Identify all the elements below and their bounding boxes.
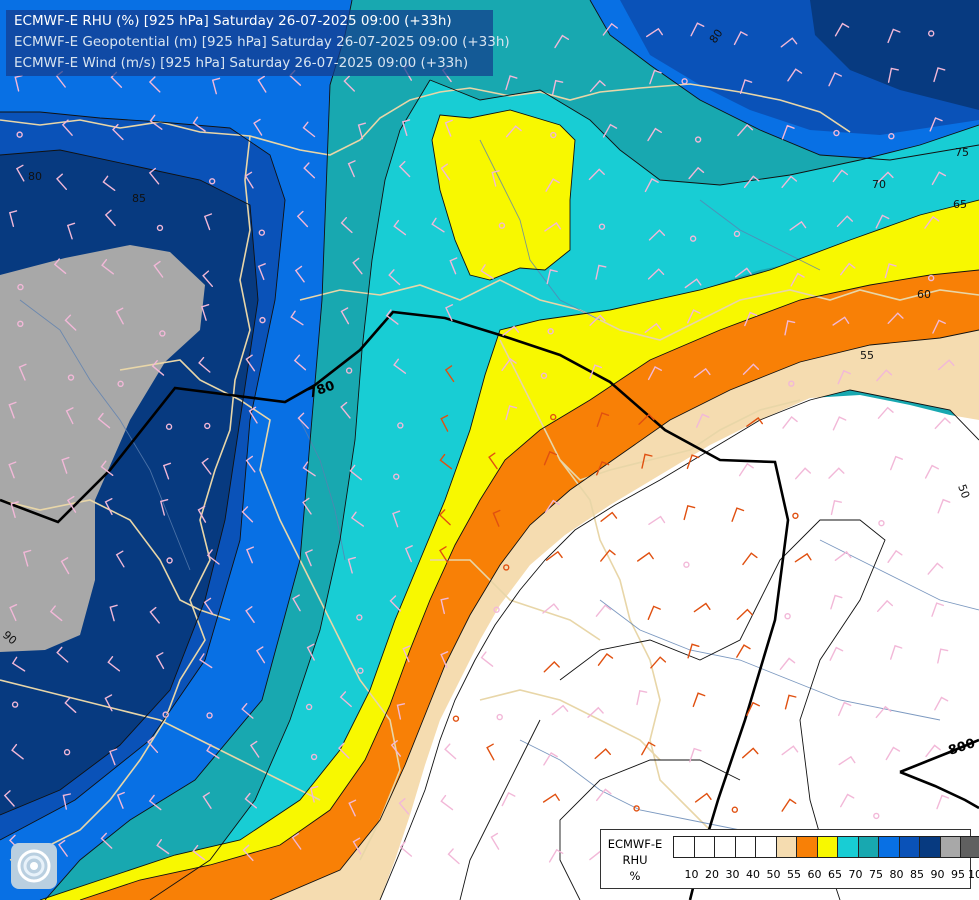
legend-swatch [755, 836, 777, 858]
legend-variable: RHU [622, 853, 648, 867]
humidity-label-65: 65 [953, 198, 967, 211]
humidity-label-75: 75 [955, 146, 969, 159]
legend-swatch [939, 836, 961, 858]
legend-tick-label: 55 [787, 868, 801, 881]
legend-swatch [714, 836, 736, 858]
humidity-label-50: 50 [955, 483, 972, 501]
humidity-label-70: 70 [872, 178, 886, 191]
rhu-legend: ECMWF-E RHU % 10 20 30 40 50 55 60 65 70 75 80 85 90… [600, 829, 979, 889]
legend-tick-label: 70 [848, 868, 863, 881]
legend-swatch [673, 836, 695, 858]
legend-tick-label: 40 [746, 868, 760, 881]
title-rhu: ECMWF-E RHU (%) [925 hPa] Saturday 26-07… [14, 13, 452, 29]
legend-swatch [857, 836, 879, 858]
band-55 [270, 330, 979, 900]
legend-color-bar [673, 836, 979, 858]
title-wind: ECMWF-E Wind (m/s) [925 hPa] Saturday 26… [14, 55, 469, 71]
legend-tick-label: 50 [766, 868, 781, 881]
band-90-ne [810, 0, 979, 110]
legend-swatch [796, 836, 818, 858]
legend-tick-label: 95 [951, 868, 965, 881]
title-geopotential: ECMWF-E Geopotential (m) [925 hPa] Satur… [14, 34, 510, 50]
humidity-label-80-west: 80 [28, 170, 42, 183]
legend-tick-label: 60 [807, 868, 822, 881]
legend-title: ECMWF-E RHU % [601, 836, 669, 884]
legend-swatch [960, 836, 979, 858]
legend-tick-label: 10 [684, 868, 699, 881]
band-70 [150, 80, 979, 900]
band-60 [80, 270, 979, 900]
humidity-label-55: 55 [860, 349, 874, 362]
band-95-west [0, 245, 205, 652]
geopotential-contours [0, 310, 979, 900]
legend-model: ECMWF-E [607, 837, 663, 851]
humidity-label-60: 60 [917, 288, 931, 301]
legend-tick-label: 100 [968, 868, 979, 881]
band-65 [40, 200, 979, 900]
legend-unit: % [629, 869, 641, 883]
contour-labels: 80 85 75 70 65 60 55 50 90 80 780 800 [0, 27, 977, 759]
wind-barbs-layer [3, 22, 955, 865]
legend-tick-label: 80 [889, 868, 904, 881]
legend-swatch [919, 836, 941, 858]
legend-tick-label: 85 [910, 868, 924, 881]
band-50 [380, 395, 979, 900]
map-title-box: ECMWF-E RHU (%) [925 hPa] Saturday 26-07… [6, 10, 510, 76]
legend-tick-label: 75 [869, 868, 883, 881]
legend-tick-label: 30 [725, 868, 740, 881]
legend-swatch [734, 836, 756, 858]
legend-tick-labels: 10 20 30 40 50 55 60 65 70 75 80 85 90 95100 [673, 868, 979, 882]
legend-swatch [816, 836, 838, 858]
legend-swatch [837, 836, 859, 858]
legend-swatch [898, 836, 920, 858]
legend-tick-label: 20 [705, 868, 719, 881]
humidity-label-85-west: 85 [132, 192, 146, 205]
legend-swatch [693, 836, 715, 858]
legend-swatch [775, 836, 797, 858]
ecmwf-swirl-icon [11, 843, 57, 889]
band-65-north [432, 110, 575, 280]
legend-tick-label: 90 [930, 868, 945, 881]
legend-swatch [878, 836, 900, 858]
legend-tick-label: 65 [828, 868, 842, 881]
